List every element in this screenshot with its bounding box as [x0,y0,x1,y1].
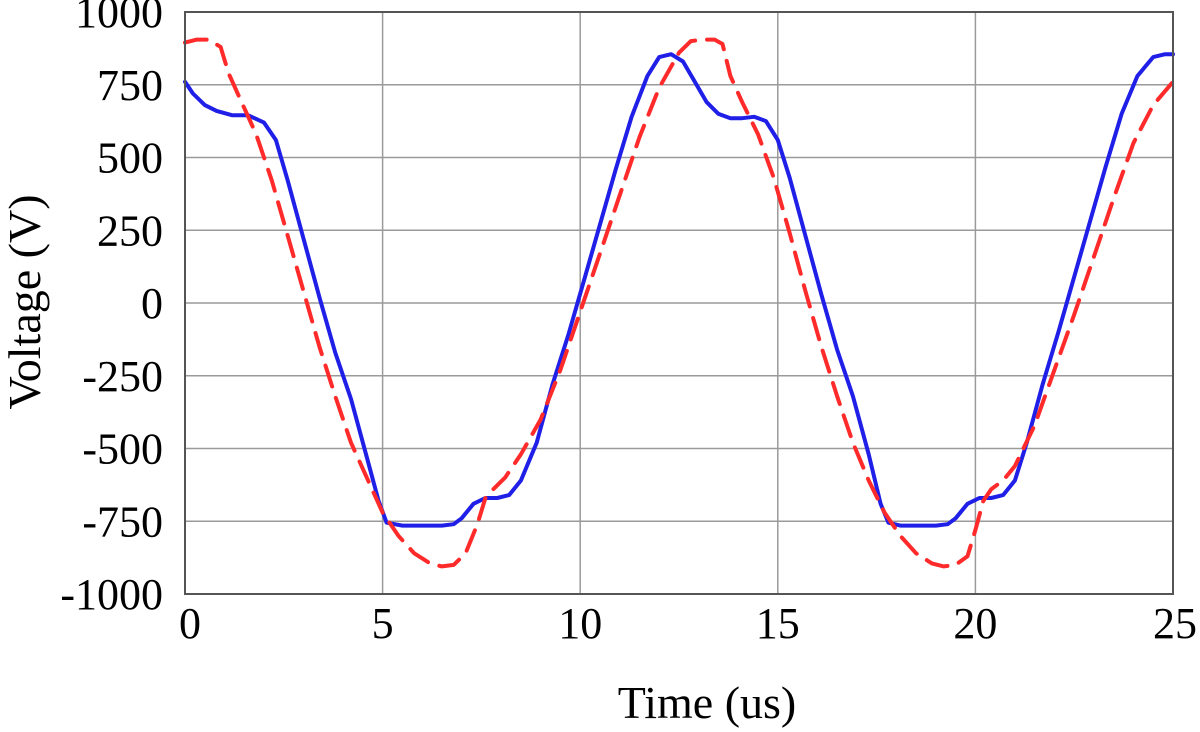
x-tick-label: 5 [372,599,394,648]
x-tick-label: 20 [953,599,997,648]
y-tick-label: 250 [97,206,163,255]
y-tick-label: 0 [141,279,163,328]
series-line-red-dashed [183,37,1175,569]
x-axis-title: Time (us) [618,677,797,728]
series-layer [183,37,1175,569]
x-tick-labels: 0 5 10 15 20 25 [179,599,1197,648]
series-line-blue-solid [183,52,1175,528]
y-tick-label: -1000 [60,570,163,619]
y-tick-label: 750 [97,61,163,110]
y-tick-label: 1000 [75,0,163,37]
x-tick-label: 0 [179,599,201,648]
plot-frame [184,11,1174,595]
y-tick-label: -500 [82,425,163,474]
x-tick-label: 10 [558,599,602,648]
y-tick-label: -750 [82,497,163,546]
y-tick-label: -250 [82,352,163,401]
x-tick-label: 25 [1153,599,1197,648]
x-tick-label: 15 [756,599,800,648]
y-tick-labels: 1000 750 500 250 0 -250 -500 -750 -1000 [60,0,163,619]
y-axis-title: Voltage (V) [0,194,50,409]
y-tick-label: 500 [97,134,163,183]
